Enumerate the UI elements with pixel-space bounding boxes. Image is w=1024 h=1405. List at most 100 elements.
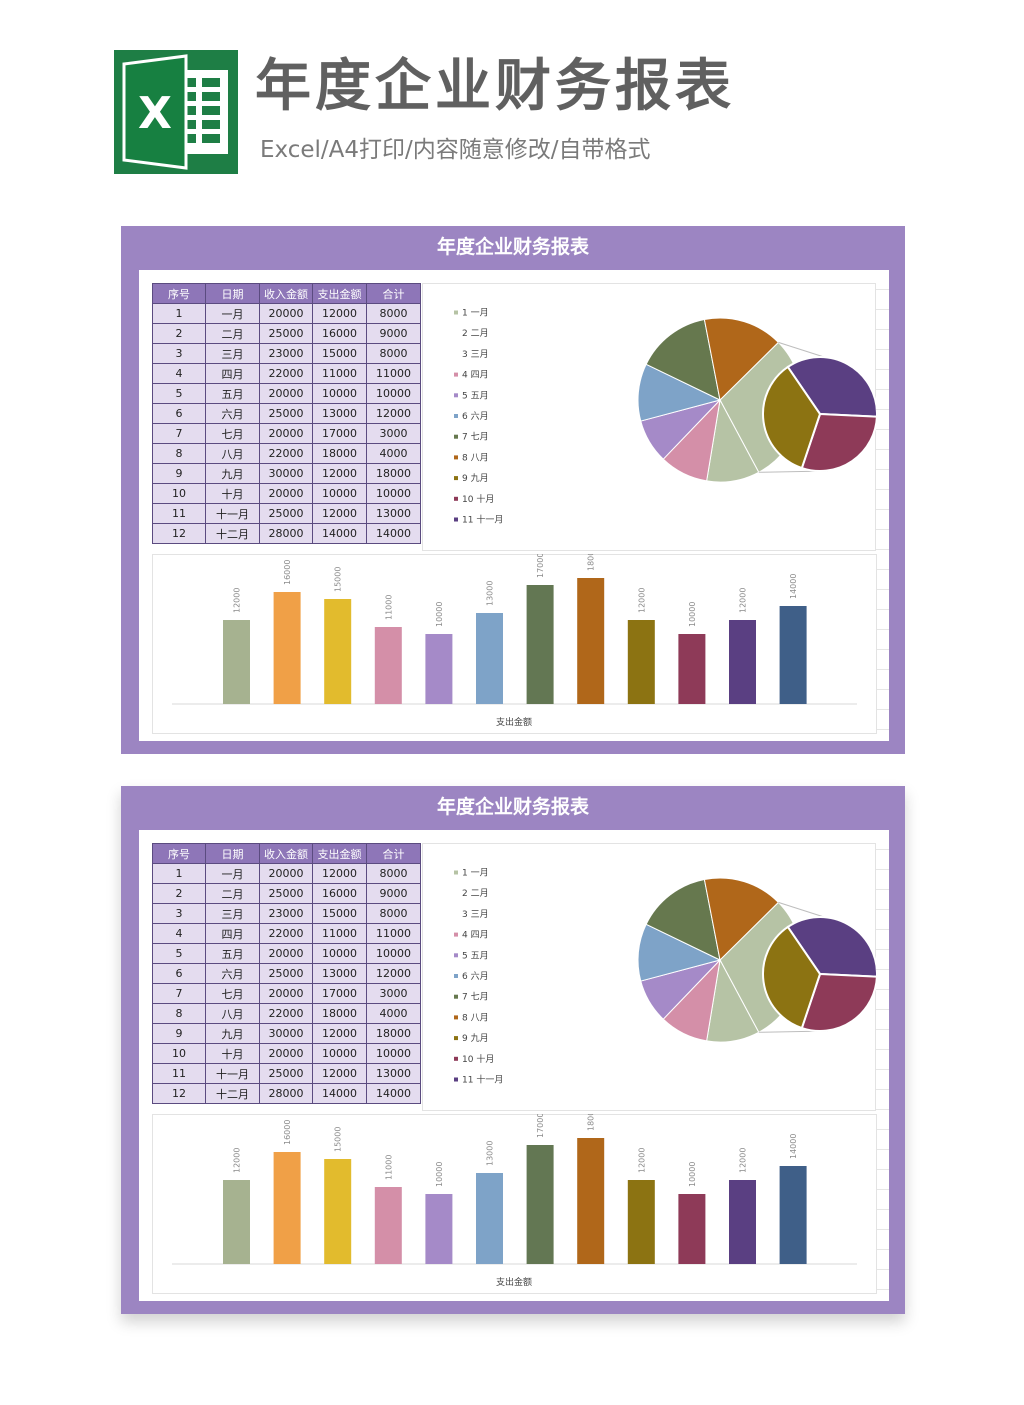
table-cell: 12000 bbox=[312, 503, 367, 524]
table-cell: 二月 bbox=[205, 323, 260, 344]
table-cell: 22000 bbox=[259, 443, 313, 464]
table-cell: 12000 bbox=[312, 1063, 367, 1084]
legend-item: 8 八月 bbox=[462, 1012, 489, 1023]
chart-area bbox=[152, 554, 877, 734]
bar bbox=[324, 1159, 352, 1264]
table-cell: 25000 bbox=[259, 1063, 313, 1084]
legend-marker bbox=[454, 476, 458, 481]
table-cell: 10000 bbox=[312, 383, 367, 404]
table-cell: 25000 bbox=[259, 323, 313, 344]
table-row: 5 五月 20000 10000 10000 bbox=[152, 383, 421, 404]
table-row: 3 三月 23000 15000 8000 bbox=[152, 903, 421, 924]
table-cell: 十一月 bbox=[205, 1063, 260, 1084]
legend-item: 3 三月 bbox=[462, 349, 489, 360]
table-cell: 28000 bbox=[259, 523, 313, 544]
column-header: 支出金额 bbox=[312, 843, 367, 864]
table-cell: 10000 bbox=[312, 1043, 367, 1064]
bar-data-label: 18000 bbox=[587, 554, 596, 571]
page-subtitle: Excel/A4打印/内容随意修改/自带格式 bbox=[260, 137, 651, 163]
table-cell: 六月 bbox=[205, 963, 260, 984]
table-cell: 8000 bbox=[366, 903, 421, 924]
bar bbox=[627, 1180, 655, 1264]
legend-marker bbox=[454, 414, 458, 418]
legend-item: 5 五月 bbox=[462, 390, 489, 401]
table-cell: 一月 bbox=[205, 863, 260, 884]
bar bbox=[476, 613, 503, 704]
table-cell: 17000 bbox=[312, 983, 367, 1004]
bar-data-label: 11000 bbox=[384, 595, 393, 620]
table-cell: 25000 bbox=[259, 403, 313, 424]
table-cell: 八月 bbox=[205, 1003, 260, 1024]
table-cell: 四月 bbox=[205, 923, 260, 944]
bar-data-label: 10000 bbox=[435, 1162, 444, 1187]
table-cell: 4000 bbox=[366, 443, 421, 464]
table-cell: 9 bbox=[152, 463, 206, 484]
secondary-pie-slice bbox=[786, 356, 876, 418]
table-cell: 七月 bbox=[205, 423, 260, 444]
legend-marker bbox=[454, 994, 458, 999]
table-cell: 30000 bbox=[259, 463, 313, 484]
bar-data-label: 16000 bbox=[283, 1120, 292, 1145]
table-cell: 4000 bbox=[366, 1003, 421, 1024]
table-row: 6 六月 25000 13000 12000 bbox=[152, 963, 421, 984]
column-header: 支出金额 bbox=[312, 283, 367, 304]
expense-bar-chart: 12000 16000 15000 11000 10000 13000 17000 18000… bbox=[152, 554, 877, 734]
connector-line bbox=[778, 341, 825, 358]
legend-marker bbox=[454, 953, 458, 958]
column-header: 日期 bbox=[205, 843, 260, 864]
table-row: 2 二月 25000 16000 9000 bbox=[152, 883, 421, 904]
table-cell: 11 bbox=[152, 1063, 206, 1084]
table-cell: 6 bbox=[152, 963, 206, 984]
x-axis-title: 支出金额 bbox=[496, 1276, 532, 1288]
table-cell: 十月 bbox=[205, 1043, 260, 1064]
finance-table: 序号 日期 收入金额 支出金额 合计 1 一月 20000 12000 8000 2 二月 25000… bbox=[152, 843, 421, 1104]
bar bbox=[729, 1180, 756, 1264]
bar bbox=[273, 1152, 301, 1264]
legend-marker bbox=[454, 496, 458, 501]
table-row: 8 八月 22000 18000 4000 bbox=[152, 443, 421, 464]
secondary-pie-slice bbox=[800, 412, 876, 472]
bar-data-label: 12000 bbox=[637, 1148, 646, 1173]
legend-item: 1 一月 bbox=[462, 868, 489, 879]
page-title: 年度企业财务报表 bbox=[255, 54, 735, 119]
column-header: 日期 bbox=[205, 283, 260, 304]
table-row: 11 十一月 25000 12000 13000 bbox=[152, 503, 421, 524]
bar-data-label: 15000 bbox=[334, 1127, 343, 1152]
sheet-body: 序号 日期 收入金额 支出金额 合计 1 一月 20000 12000 8000 2 二月 25000… bbox=[139, 270, 889, 741]
table-row: 12 十二月 28000 14000 14000 bbox=[152, 1083, 421, 1104]
table-cell: 16000 bbox=[312, 883, 367, 904]
table-row: 4 四月 22000 11000 11000 bbox=[152, 923, 421, 944]
bar-data-label: 14000 bbox=[789, 574, 798, 599]
column-header: 收入金额 bbox=[259, 283, 313, 304]
table-row: 4 四月 22000 11000 11000 bbox=[152, 363, 421, 384]
table-cell: 14000 bbox=[312, 523, 367, 544]
bar bbox=[374, 1187, 402, 1264]
table-row: 1 一月 20000 12000 8000 bbox=[152, 303, 421, 324]
legend-item: 11 十一月 bbox=[462, 514, 503, 526]
table-cell: 13000 bbox=[366, 503, 421, 524]
table-cell: 12000 bbox=[312, 463, 367, 484]
table-cell: 三月 bbox=[205, 343, 260, 364]
table-header-row: 序号 日期 收入金额 支出金额 合计 bbox=[152, 843, 421, 864]
legend-item: 10 十月 bbox=[462, 1053, 494, 1065]
bar-data-label: 12000 bbox=[233, 588, 242, 613]
table-cell: 30000 bbox=[259, 1023, 313, 1044]
legend-item: 6 六月 bbox=[462, 970, 489, 982]
legend-marker bbox=[454, 1056, 458, 1061]
bar bbox=[476, 1173, 503, 1264]
bar bbox=[425, 1194, 453, 1264]
bar bbox=[779, 606, 807, 704]
table-cell: 12000 bbox=[366, 963, 421, 984]
legend-marker bbox=[454, 372, 458, 377]
table-cell: 20000 bbox=[259, 383, 313, 404]
legend-item: 8 八月 bbox=[462, 452, 489, 463]
bar-data-label: 12000 bbox=[739, 1148, 748, 1173]
table-cell: 8 bbox=[152, 443, 206, 464]
table-cell: 28000 bbox=[259, 1083, 313, 1104]
table-cell: 10000 bbox=[366, 383, 421, 404]
table-cell: 20000 bbox=[259, 303, 313, 324]
bar bbox=[678, 634, 706, 704]
legend-marker bbox=[454, 1077, 458, 1082]
legend-item: 5 五月 bbox=[462, 950, 489, 961]
table-cell: 20000 bbox=[259, 483, 313, 504]
